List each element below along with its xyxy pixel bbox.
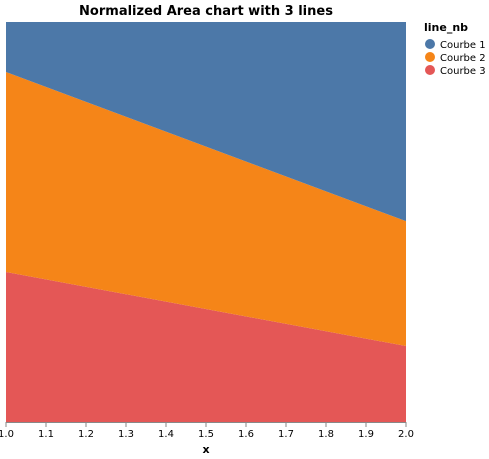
x-tick-label: 1.4 xyxy=(158,429,174,440)
x-tick-label: 1.0 xyxy=(0,429,14,440)
x-tick-label: 1.3 xyxy=(118,429,134,440)
x-axis: 1.0 1.1 1.2 1.3 1.4 1.5 1.6 1.7 1.8 1.9 2.0 xyxy=(0,422,414,440)
legend-label: Courbe 1 xyxy=(440,40,486,51)
legend-swatch xyxy=(425,39,435,49)
x-tick-label: 1.7 xyxy=(278,429,294,440)
x-tick-label: 1.9 xyxy=(358,429,374,440)
legend: line_nb Courbe 1 Courbe 2 Courbe 3 xyxy=(424,21,486,77)
x-tick-label: 1.2 xyxy=(78,429,94,440)
area-courbe-2 xyxy=(6,72,406,347)
x-tick-label: 1.8 xyxy=(318,429,334,440)
area-courbe-3 xyxy=(6,272,406,422)
x-tick-label: 2.0 xyxy=(398,429,414,440)
area-courbe-1 xyxy=(6,22,406,222)
chart-title: Normalized Area chart with 3 lines xyxy=(79,4,333,19)
legend-swatch xyxy=(425,52,435,62)
x-tick-label: 1.6 xyxy=(238,429,254,440)
x-tick-label: 1.5 xyxy=(198,429,214,440)
legend-swatch xyxy=(425,65,435,75)
plot-area xyxy=(6,22,406,422)
x-axis-title: x xyxy=(202,443,209,456)
legend-label: Courbe 2 xyxy=(440,53,486,64)
x-tick-label: 1.1 xyxy=(38,429,54,440)
legend-title: line_nb xyxy=(424,21,468,34)
legend-label: Courbe 3 xyxy=(440,66,486,77)
